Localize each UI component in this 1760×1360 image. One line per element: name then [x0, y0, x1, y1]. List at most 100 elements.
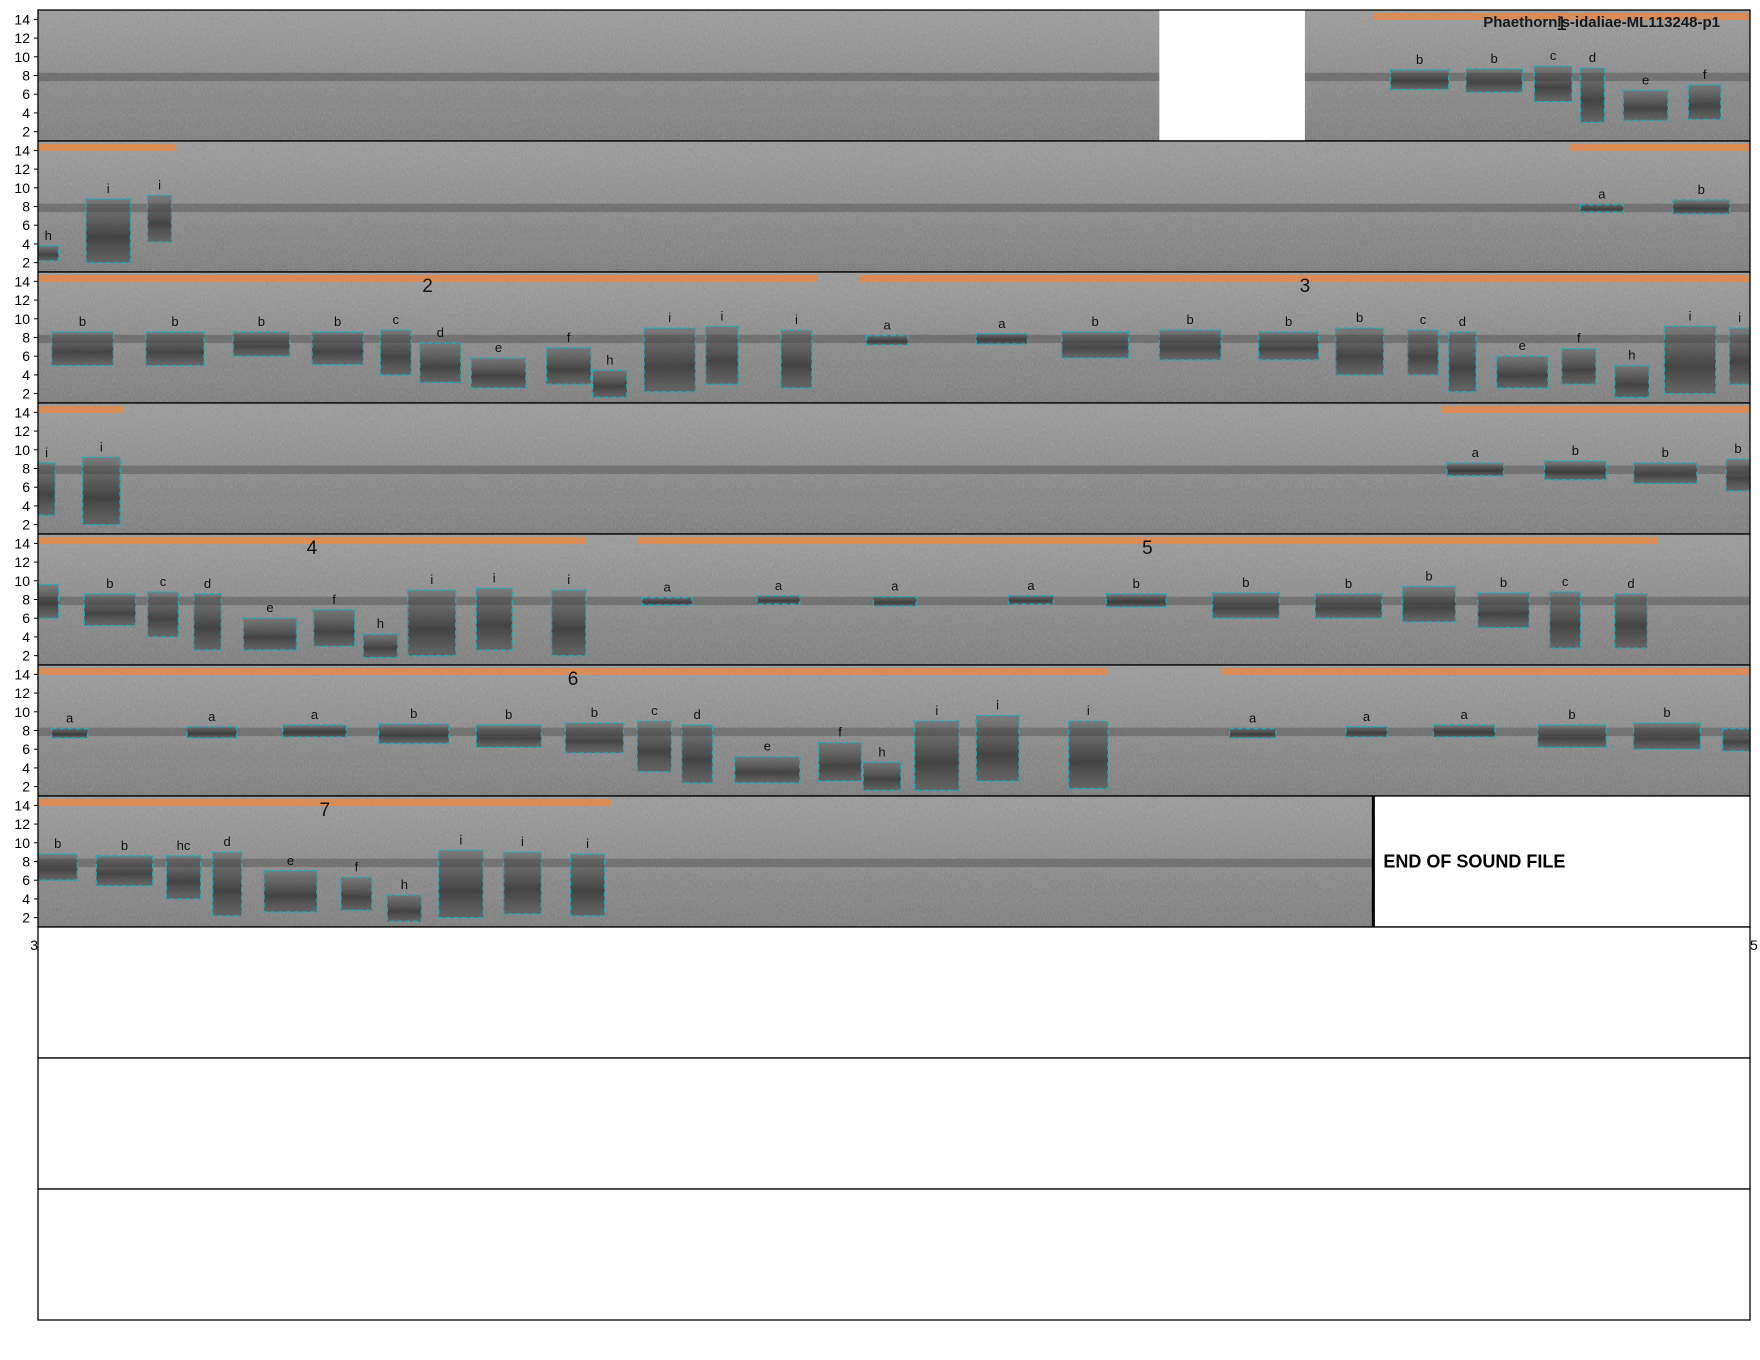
syllable-label: a: [891, 579, 899, 594]
syllable-mark: [1634, 463, 1697, 484]
song-bar: [1221, 668, 1750, 675]
syllable-mark: [504, 852, 542, 914]
syllable-label: f: [355, 859, 359, 874]
syllable-label: a: [1363, 709, 1371, 724]
syllable-mark: [86, 199, 131, 263]
song-number: 7: [319, 800, 330, 821]
syllable-mark: [867, 336, 908, 345]
syllable-label: b: [1663, 705, 1670, 720]
syllable-mark: [1623, 90, 1668, 120]
y-tick-label: 12: [14, 554, 30, 570]
syllable-label: a: [1249, 711, 1257, 726]
tone-band: [38, 204, 1750, 212]
syllable-mark: [1433, 725, 1495, 737]
syllable-label: b: [1356, 310, 1363, 325]
y-tick-label: 12: [14, 423, 30, 439]
syllable-label: i: [586, 836, 589, 851]
syllable-label: b: [79, 314, 86, 329]
syllable-mark: [1106, 594, 1166, 607]
syllable-label: b: [1416, 52, 1423, 67]
syllable-label: b: [1092, 314, 1099, 329]
syllable-mark: [312, 332, 363, 365]
y-tick-label: 14: [14, 404, 30, 420]
spectrogram-row: b b b b c d e f h i i i a a b b b b c d e f h i i 2 3 2 4 6 8 10 12 14: [14, 272, 1750, 403]
syllable-mark: [341, 877, 372, 910]
syllable-label: c: [1562, 574, 1569, 589]
y-tick-label: 8: [22, 592, 30, 608]
song-bar: [1570, 144, 1750, 151]
y-tick-label: 12: [14, 30, 30, 46]
y-tick-label: 14: [14, 666, 30, 682]
syllable-label: b: [106, 576, 113, 591]
syllable-mark: [1062, 332, 1129, 358]
syllable-label: b: [1568, 707, 1575, 722]
syllable-label: i: [430, 572, 433, 587]
syllable-mark: [38, 246, 59, 261]
syllable-label: b: [1242, 575, 1249, 590]
end-of-file-text: END OF SOUND FILE: [1383, 852, 1565, 872]
syllable-label: b: [505, 707, 512, 722]
syllable-label: i: [459, 832, 462, 847]
syllable-label: e: [495, 340, 502, 355]
y-tick-label: 12: [14, 161, 30, 177]
y-tick-label: 2: [22, 910, 30, 926]
y-tick-label: 14: [14, 11, 30, 27]
syllable-label: f: [332, 592, 336, 607]
syllable-mark: [1581, 68, 1605, 122]
syllable-label: e: [764, 739, 771, 754]
syllable-label: b: [1285, 314, 1292, 329]
syllable-label: h: [606, 352, 613, 367]
y-tick-label: 8: [22, 330, 30, 346]
syllable-mark: [1545, 461, 1607, 480]
syllable-label: h: [878, 744, 885, 759]
syllable-mark: [644, 328, 695, 392]
spectrogram-row: b b hc d e f h i i i 7 END OF SOUND FILE 2 4 6 8 10 12 14: [14, 796, 1750, 927]
syllable-label: i: [1738, 310, 1741, 325]
syllable-mark: [408, 590, 456, 656]
y-tick-label: 6: [22, 479, 30, 495]
syllable-label: a: [664, 580, 672, 595]
syllable-mark: [38, 463, 55, 515]
syllable-mark: [387, 895, 421, 921]
syllable-label: b: [1345, 576, 1352, 591]
syllable-mark: [976, 716, 1019, 782]
syllable-mark: [148, 195, 172, 242]
syllable-mark: [1729, 328, 1750, 384]
syllable-label: b: [1698, 182, 1705, 197]
syllable-mark: [243, 618, 296, 650]
syllable-mark: [863, 762, 901, 790]
y-tick-label: 8: [22, 199, 30, 215]
y-tick-label: 2: [22, 124, 30, 140]
syllable-mark: [1009, 596, 1054, 604]
syllable-mark: [565, 723, 623, 753]
syllable-label: i: [935, 703, 938, 718]
syllable-label: f: [838, 725, 842, 740]
y-tick-label: 2: [22, 255, 30, 271]
syllable-mark: [1581, 205, 1624, 212]
syllable-mark: [1466, 69, 1522, 92]
y-tick-label: 6: [22, 610, 30, 626]
syllable-mark: [148, 592, 179, 637]
syllable-mark: [476, 725, 541, 747]
y-tick-label: 14: [14, 273, 30, 289]
y-tick-label: 8: [22, 854, 30, 870]
syllable-label: h: [45, 228, 52, 243]
syllable-mark: [233, 332, 289, 356]
syllable-label: b: [1662, 445, 1669, 460]
syllable-label: b: [1490, 51, 1497, 66]
song-number: 6: [568, 669, 579, 690]
syllable-mark: [873, 597, 916, 606]
syllable-mark: [1315, 594, 1382, 618]
syllable-label: f: [1703, 67, 1707, 82]
syllable-label: f: [567, 330, 571, 345]
syllable-mark: [1726, 459, 1750, 491]
syllable-label: h: [377, 616, 384, 631]
y-tick-label: 4: [22, 236, 30, 252]
y-tick-label: 6: [22, 741, 30, 757]
syllable-mark: [1634, 723, 1701, 749]
syllable-label: i: [795, 312, 798, 327]
y-tick-label: 4: [22, 891, 30, 907]
syllable-mark: [38, 854, 77, 880]
syllable-mark: [915, 721, 960, 790]
